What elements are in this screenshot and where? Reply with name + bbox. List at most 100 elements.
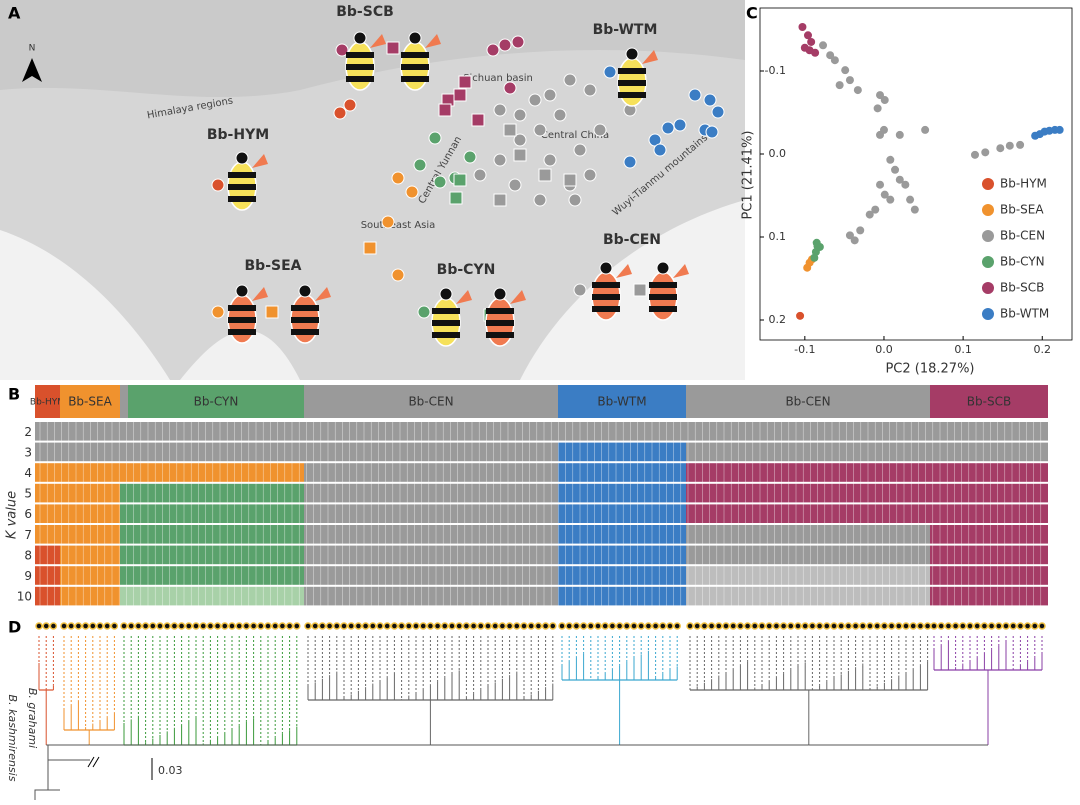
site-dot <box>417 305 431 319</box>
group-header <box>558 385 686 418</box>
k-block <box>35 525 60 544</box>
bee-stripe <box>432 320 460 326</box>
k-block <box>120 504 304 523</box>
point <box>803 31 812 40</box>
tip-bee <box>902 622 910 630</box>
point <box>1055 125 1064 134</box>
tip-bee <box>264 622 272 630</box>
bee-wing <box>616 264 632 278</box>
point <box>880 190 889 199</box>
k-label: 7 <box>24 528 32 542</box>
site-dot <box>528 93 542 107</box>
point <box>901 180 910 189</box>
k-block <box>686 422 930 441</box>
point <box>876 130 885 139</box>
site-dot <box>688 88 702 102</box>
tip-bee <box>541 622 550 630</box>
y-tick-label: 0.2 <box>769 313 787 326</box>
north-arrow <box>22 58 42 82</box>
tip-bee <box>916 622 925 630</box>
point <box>856 226 865 235</box>
site-dot <box>413 158 427 172</box>
legend-label: Bb-CYN <box>1000 255 1045 269</box>
site-dot <box>463 150 477 164</box>
site-dot <box>583 83 597 97</box>
legend-swatch <box>982 204 994 216</box>
site-dot <box>623 155 637 169</box>
k-block <box>120 586 304 606</box>
site-dot <box>391 268 405 282</box>
tip-bee <box>35 622 43 630</box>
site-square <box>513 148 527 162</box>
bee-wing <box>510 290 526 304</box>
tip-bee <box>1002 622 1010 630</box>
point <box>1005 141 1014 150</box>
tip-bee <box>278 622 287 630</box>
tip-bee <box>221 622 229 630</box>
point <box>910 205 919 214</box>
k-block <box>686 545 930 565</box>
k-block <box>930 566 1048 585</box>
bee-stripe <box>486 332 514 338</box>
point <box>835 81 844 90</box>
k-block <box>930 545 1048 565</box>
bee-wing <box>315 287 331 301</box>
k-block <box>120 525 304 544</box>
tip-bee <box>659 622 667 630</box>
k-block <box>35 504 60 523</box>
tip-bee <box>206 622 215 630</box>
tip-bee <box>715 622 723 630</box>
point <box>815 242 824 251</box>
k-block <box>120 442 304 462</box>
tip-bee <box>242 622 251 630</box>
tip-bee <box>980 622 989 630</box>
bee-stripe <box>228 172 256 178</box>
site-dot <box>333 106 347 120</box>
tip-bee <box>944 622 953 630</box>
y-tick-label: 0.0 <box>769 147 787 160</box>
bee-stripe <box>486 320 514 326</box>
tip-bee <box>837 622 845 630</box>
x-tick-label: 0.0 <box>875 343 893 356</box>
site-dot <box>508 178 522 192</box>
tip-bee <box>686 622 694 630</box>
legend-swatch <box>982 178 994 190</box>
bee-stripe <box>649 282 677 288</box>
group-header-label: Bb-WTM <box>597 395 646 409</box>
site-dot <box>703 93 717 107</box>
tip-bee <box>390 622 399 630</box>
tip-bee <box>923 622 932 630</box>
k-block <box>304 483 558 503</box>
point <box>853 86 862 95</box>
tip-bee <box>623 622 631 630</box>
bee-stripe <box>228 196 256 202</box>
k-block <box>304 442 558 462</box>
header-gap <box>120 385 128 418</box>
site-square <box>386 41 400 55</box>
site-dot <box>573 143 587 157</box>
site-square <box>449 191 463 205</box>
site-dot <box>563 73 577 87</box>
tip-bee <box>743 622 752 630</box>
outgroup-label: B. kashmirensis <box>6 695 19 782</box>
point <box>796 311 805 320</box>
tip-bee <box>271 622 279 630</box>
legend-label: Bb-CEN <box>1000 229 1045 243</box>
k-block <box>304 566 558 585</box>
tip-bee <box>594 622 602 630</box>
bee-head <box>353 31 367 45</box>
tip-bee <box>376 622 384 630</box>
tip-bee <box>405 622 413 630</box>
tip-bee <box>772 622 781 630</box>
tip-bee <box>909 622 917 630</box>
bee-stripe <box>291 329 319 335</box>
k-block <box>304 525 558 544</box>
tip-bee <box>383 622 391 630</box>
tip-bee <box>419 622 427 630</box>
point <box>845 231 854 240</box>
tip-bee <box>60 622 68 630</box>
point <box>873 104 882 113</box>
point <box>876 180 885 189</box>
tip-bee <box>987 622 996 630</box>
